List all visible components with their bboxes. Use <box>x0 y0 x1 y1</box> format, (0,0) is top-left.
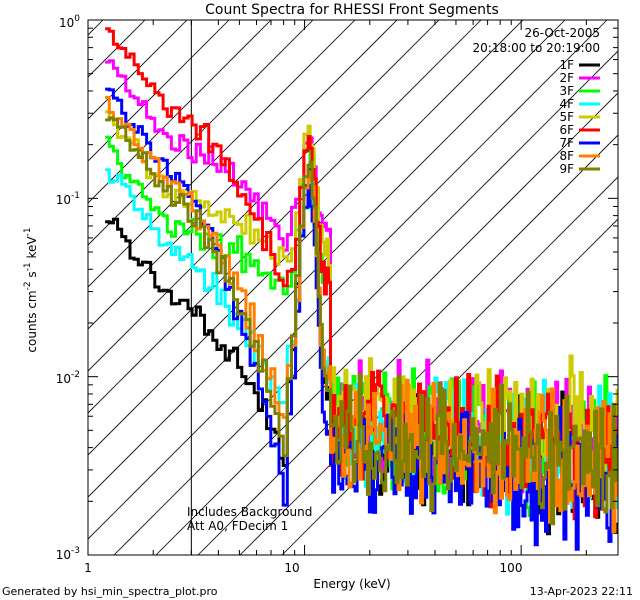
x-tick-label-100: 100 <box>500 561 523 575</box>
annotation-background: Includes Background <box>187 505 312 519</box>
y-tick-label-0.001: 10-3 <box>56 546 80 562</box>
hatch-line <box>88 20 230 162</box>
series-layer <box>105 27 618 551</box>
hatch-line <box>88 20 314 246</box>
legend: 1F 2F 3F 4F 5F 6F 7F 8F 9F <box>559 58 600 176</box>
hatch-line <box>88 20 440 372</box>
y-tick-label-1: 100 <box>59 14 80 30</box>
time-range-label: 20:18:00 to 20:19:00 <box>473 41 600 55</box>
footer-timestamp: 13-Apr-2023 22:11 <box>530 585 633 598</box>
plot-frame <box>87 19 619 556</box>
legend-label-3F: 3F <box>559 84 574 98</box>
hatch-line <box>88 20 356 288</box>
y-axis-label: counts cm-2 s-1 keV-1 <box>23 227 39 352</box>
hatch-line <box>88 20 188 120</box>
legend-label-5F: 5F <box>559 110 574 124</box>
annotation-attenuator: Att A0, FDecim 1 <box>187 519 288 533</box>
hatch-line <box>113 50 618 555</box>
x-tick-label-10: 10 <box>284 561 299 575</box>
hatch-line <box>88 20 398 330</box>
legend-label-2F: 2F <box>559 71 574 85</box>
legend-label-4F: 4F <box>559 97 574 111</box>
hatch-line <box>88 20 272 204</box>
y-tick-label-0.1: 10-1 <box>56 191 80 207</box>
date-label: 26-Oct-2005 <box>524 26 600 40</box>
hatch-line <box>88 20 608 540</box>
x-axis-label: Energy (keV) <box>313 577 390 591</box>
hatch-line <box>88 20 524 456</box>
legend-label-7F: 7F <box>559 136 574 150</box>
y-tick-label-0.01: 10-2 <box>56 370 80 386</box>
legend-label-1F: 1F <box>559 58 574 72</box>
series-line-9F <box>105 116 618 526</box>
chart-title: Count Spectra for RHESSI Front Segments <box>205 2 499 18</box>
legend-label-6F: 6F <box>559 123 574 137</box>
legend-label-8F: 8F <box>559 149 574 163</box>
legend-label-9F: 9F <box>559 162 574 176</box>
axis-ticks <box>87 20 618 556</box>
hatch-line <box>155 92 618 555</box>
hatch-line <box>88 20 566 498</box>
x-tick-label-1: 1 <box>84 561 92 575</box>
hatch-line <box>88 20 146 78</box>
footer-generated-by: Generated by hsi_min_spectra_plot.pro <box>2 585 218 598</box>
